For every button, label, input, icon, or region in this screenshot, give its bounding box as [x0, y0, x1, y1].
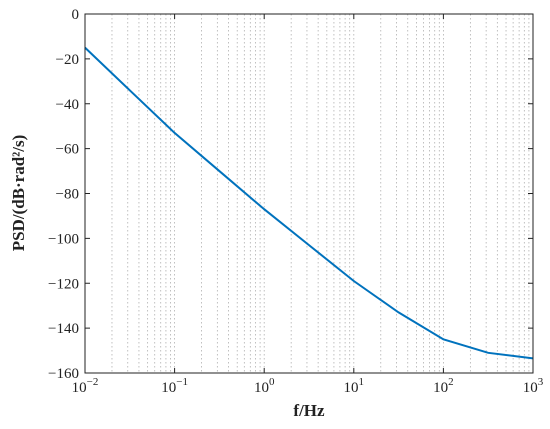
y-tick-label: −40: [56, 97, 79, 113]
x-tick-exponent: 2: [448, 376, 454, 388]
x-tick-exponent: −1: [176, 376, 188, 388]
x-tick-base: 10: [433, 380, 448, 396]
y-tick-label: −160: [48, 366, 79, 382]
x-tick-exponent: −2: [87, 376, 99, 388]
x-tick-exponent: 0: [269, 376, 275, 388]
y-tick-label: 0: [72, 7, 80, 23]
x-axis-label: f/Hz: [293, 401, 325, 420]
y-axis-label: PSD/(dB·rad²/s): [9, 135, 28, 252]
x-tick-base: 10: [72, 380, 87, 396]
y-tick-label: −80: [56, 187, 79, 203]
x-tick-base: 10: [523, 380, 538, 396]
plot-frame: [84, 13, 534, 374]
y-tick-label: −60: [56, 142, 79, 158]
x-tick-label: 10−1: [161, 376, 188, 396]
x-tick-label: 103: [523, 376, 544, 396]
x-tick-label: 101: [344, 376, 365, 396]
data-line: [84, 46, 534, 360]
x-tick-exponent: 3: [538, 376, 544, 388]
x-tick-label: 102: [433, 376, 454, 396]
x-tick-label: 10−2: [72, 376, 99, 396]
y-tick-label: −100: [48, 231, 79, 247]
y-tick-label: −120: [48, 276, 79, 292]
y-tick-label: −20: [56, 52, 79, 68]
x-tick-base: 10: [254, 380, 269, 396]
x-tick-exponent: 1: [359, 376, 365, 388]
x-tick-base: 10: [161, 380, 176, 396]
x-tick-label: 100: [254, 376, 275, 396]
y-tick-label: −140: [48, 321, 79, 337]
x-tick-base: 10: [344, 380, 359, 396]
